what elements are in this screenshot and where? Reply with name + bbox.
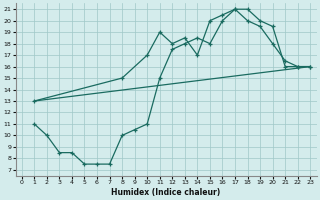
X-axis label: Humidex (Indice chaleur): Humidex (Indice chaleur)	[111, 188, 221, 197]
